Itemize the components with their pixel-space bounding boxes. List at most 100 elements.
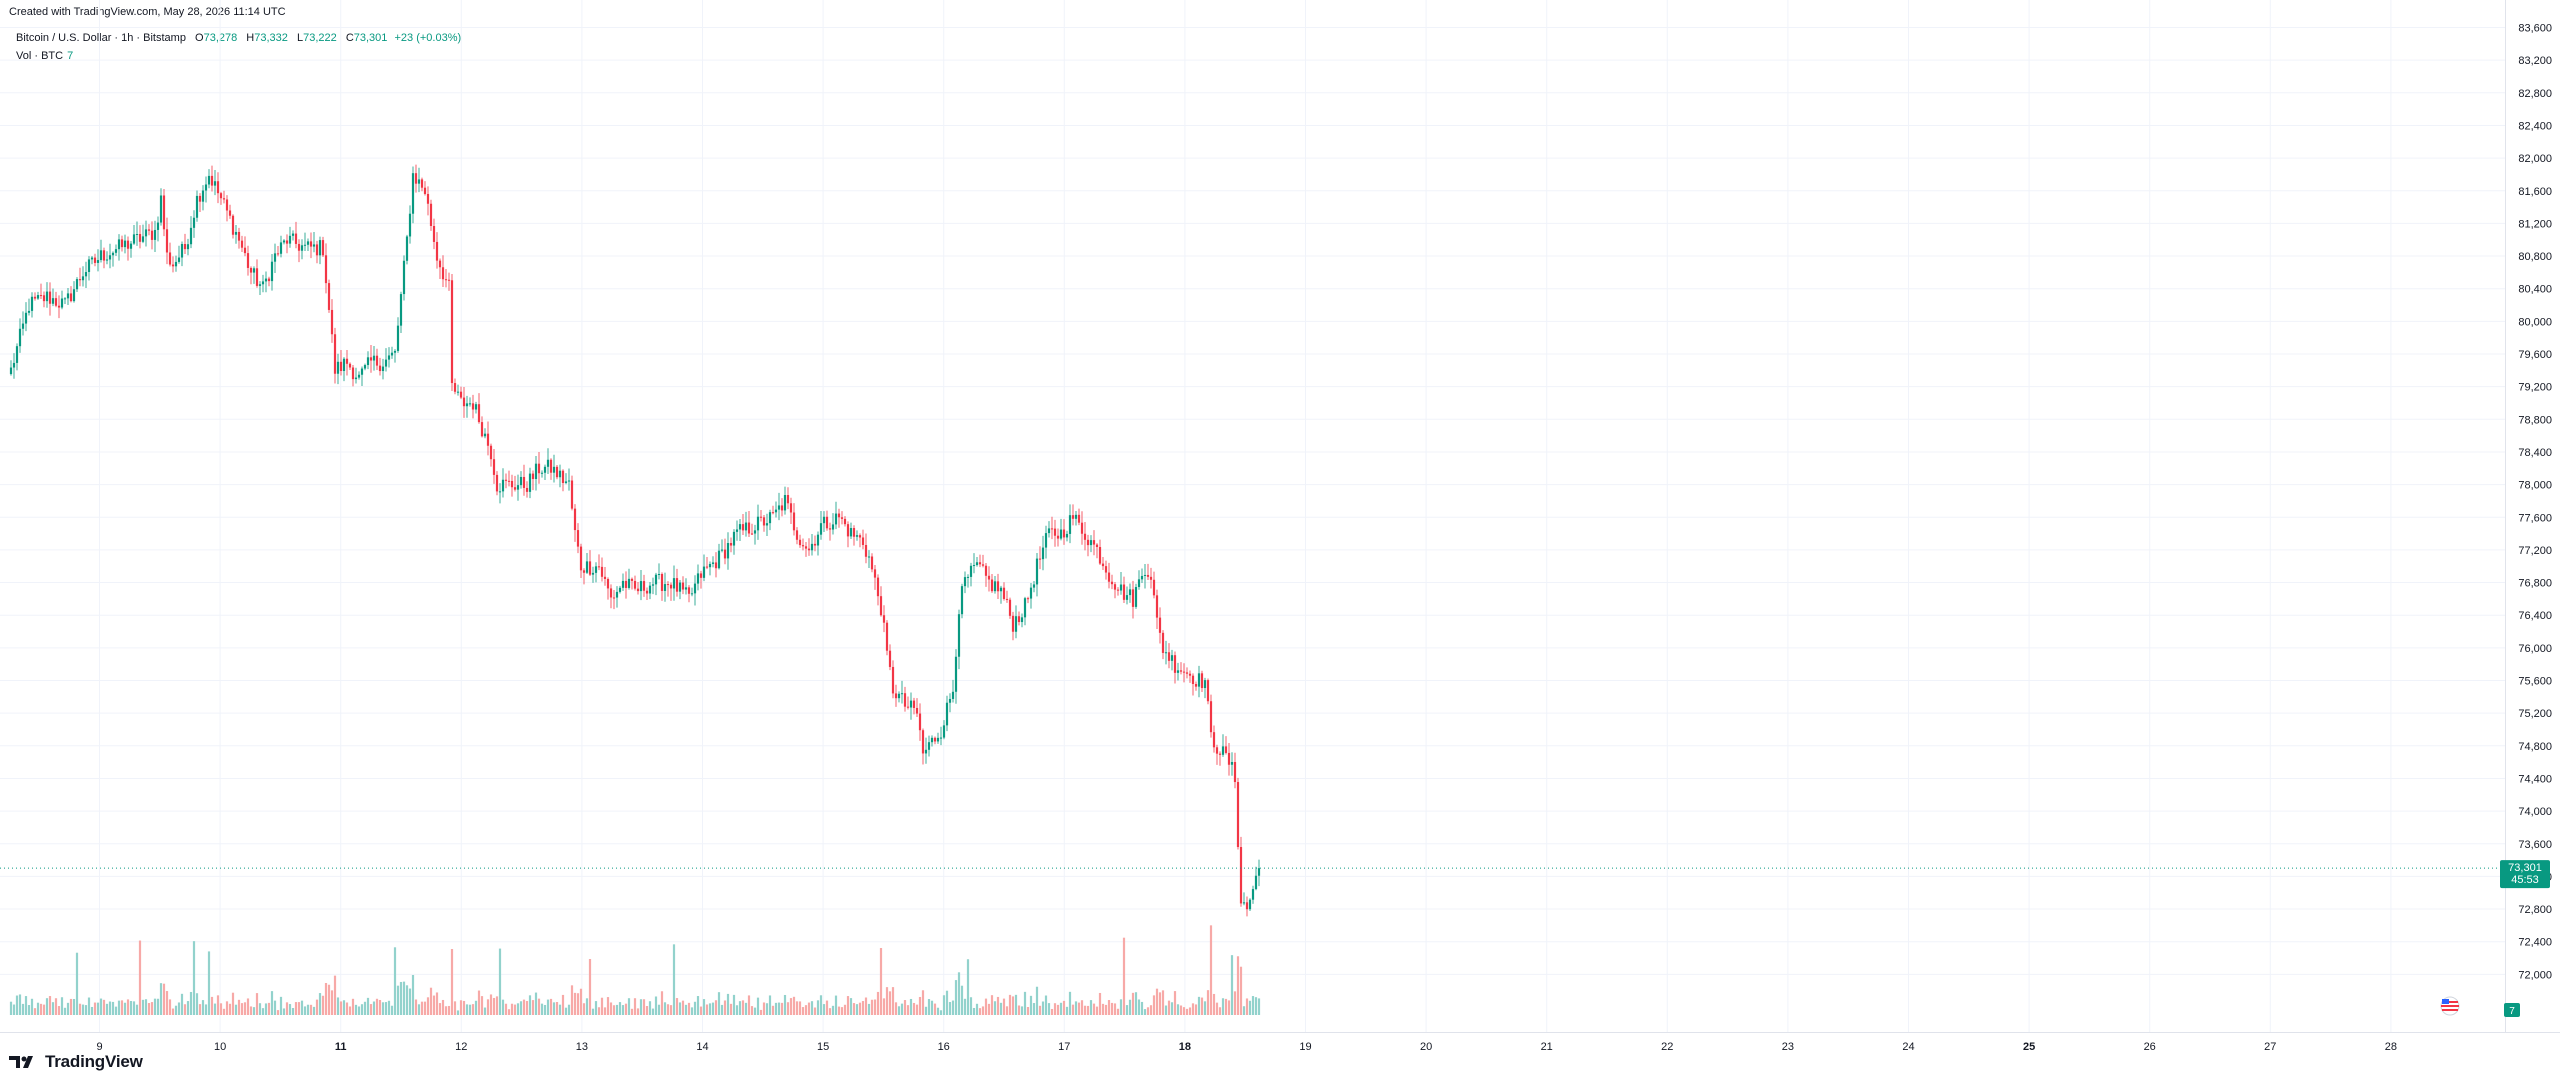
candle-body	[633, 580, 637, 589]
volume-bar	[417, 1004, 421, 1015]
candle-body	[18, 328, 22, 347]
candle-body	[600, 566, 604, 577]
candle-body	[192, 217, 196, 228]
volume-bar	[117, 1000, 121, 1015]
time-tick-label: 25	[2023, 1041, 2035, 1053]
candle-body	[1179, 670, 1183, 672]
volume-bar	[750, 1006, 754, 1015]
candle-body	[1245, 902, 1249, 910]
volume-bar	[606, 997, 610, 1015]
volume-bar	[975, 1003, 979, 1015]
volume-bar	[321, 995, 325, 1015]
volume-bar	[27, 1005, 31, 1015]
candle-body	[867, 556, 871, 558]
close-label: C	[345, 32, 354, 44]
candle-body	[399, 294, 403, 326]
tradingview-brand[interactable]: TradingView	[9, 1052, 143, 1072]
candle-body	[429, 203, 433, 226]
volume-bar	[696, 996, 700, 1015]
volume-bar	[558, 1004, 562, 1015]
high-value: 73,332	[254, 32, 288, 44]
time-tick-label: 20	[1420, 1041, 1432, 1053]
volume-bar	[921, 990, 925, 1015]
volume-bar	[831, 1005, 835, 1015]
candle-body	[210, 175, 214, 186]
candle-body	[1092, 540, 1096, 545]
volume-label[interactable]: Vol · BTC	[16, 50, 64, 62]
candle-body	[417, 179, 421, 184]
volume-bar	[531, 1000, 535, 1015]
symbol-title[interactable]: Bitcoin / U.S. Dollar · 1h · Bitstamp	[16, 32, 186, 44]
volume-bar	[435, 992, 439, 1015]
candle-body	[474, 404, 478, 410]
time-tick-label: 15	[817, 1041, 829, 1053]
volume-bar	[960, 985, 964, 1015]
price-tick-label: 81,200	[2518, 218, 2552, 230]
time-axis[interactable]: 9 10 11 12 13 14 15 16 17 18 19 20 21 22 23 24 25 26 27 28	[96, 1041, 2397, 1053]
candle-body	[330, 309, 334, 335]
candle-body	[354, 377, 358, 380]
time-tick-label: 26	[2144, 1041, 2156, 1053]
candle-body	[324, 255, 328, 284]
candle-body	[1116, 589, 1120, 591]
volume-bar	[840, 1007, 844, 1015]
candle-body	[552, 466, 556, 473]
volume-bar	[780, 1002, 784, 1015]
volume-bar	[771, 1005, 775, 1015]
volume-bar	[1209, 925, 1213, 1015]
candle-body	[252, 268, 256, 273]
volume-bar	[300, 1000, 304, 1015]
volume-bar	[177, 1002, 181, 1015]
candle-body	[588, 561, 592, 575]
candle-body	[678, 582, 682, 592]
volume-bar	[135, 1004, 139, 1015]
volume-bar	[111, 1001, 115, 1015]
volume-bar	[243, 1002, 247, 1015]
price-axis[interactable]: 72,00072,40072,80073,20073,60074,00074,4…	[2518, 23, 2552, 982]
price-tick-label: 80,400	[2518, 284, 2552, 296]
candle-body	[99, 250, 103, 261]
candle-body	[804, 546, 808, 549]
volume-bar	[105, 1003, 109, 1015]
volume-bar	[774, 1002, 778, 1015]
candle-body	[504, 479, 508, 481]
candle-body	[249, 267, 253, 273]
candle-body	[465, 403, 469, 407]
candle-body	[858, 535, 862, 538]
change-value: +23 (+0.03%)	[394, 32, 462, 44]
candle-body	[306, 241, 310, 245]
volume-bar	[153, 998, 157, 1015]
volume-bar	[123, 1002, 127, 1015]
volume-bar	[42, 1004, 46, 1015]
volume-bar	[882, 998, 886, 1015]
volume-bar	[1200, 997, 1204, 1015]
volume-bar	[867, 1003, 871, 1015]
volume-bar	[210, 996, 214, 1015]
volume-bar	[267, 1002, 271, 1015]
candle-body	[768, 512, 772, 524]
us-flag-icon[interactable]	[2440, 996, 2460, 1016]
candle-body	[1101, 563, 1105, 567]
candle-body	[279, 242, 283, 254]
candle-body	[1173, 655, 1177, 673]
candle-body	[489, 445, 493, 460]
candle-body	[750, 533, 754, 535]
candle-body	[741, 524, 745, 531]
candle-body	[54, 298, 58, 306]
candle-body	[219, 193, 223, 199]
volume-bar	[360, 1004, 364, 1015]
volume-bar	[789, 998, 793, 1015]
candle-body	[957, 614, 961, 657]
volume-bar	[363, 1001, 367, 1015]
candle-body	[723, 549, 727, 559]
candle-body	[546, 459, 550, 467]
price-tick-label: 76,800	[2518, 578, 2552, 590]
volume-bar	[441, 999, 445, 1015]
candle-body	[1158, 617, 1162, 633]
volume-bar	[1083, 1005, 1087, 1015]
volume-bar	[741, 1000, 745, 1015]
candle-body	[1125, 595, 1129, 600]
candlesticks	[9, 164, 1261, 917]
volume-bar	[678, 1002, 682, 1015]
